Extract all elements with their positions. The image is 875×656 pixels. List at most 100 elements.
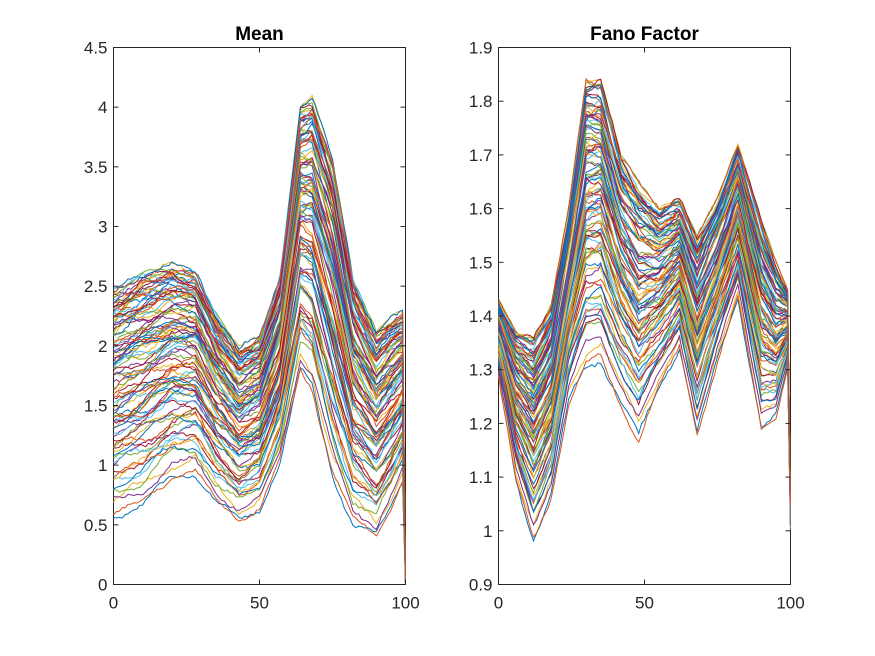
mean-y-tick-label: 4 xyxy=(98,98,107,117)
fano-series-line xyxy=(498,159,791,511)
fano-series-line xyxy=(498,138,791,510)
mean-y-tick-label: 2 xyxy=(98,337,107,356)
fano-series-group xyxy=(498,77,791,543)
mean-y-tick-label: 3 xyxy=(98,218,107,237)
fano-series-line xyxy=(498,103,791,506)
fano-y-tick-label: 1.5 xyxy=(469,253,493,272)
mean-series-line xyxy=(113,318,406,583)
fano-series-line xyxy=(498,132,791,510)
mean-series-line xyxy=(113,187,406,581)
mean-x-tick-label: 0 xyxy=(109,594,118,613)
fano-series-line xyxy=(498,84,791,505)
mean-series-group xyxy=(113,94,406,585)
fano-series-line xyxy=(498,125,791,508)
fano-y-tick-label: 1.9 xyxy=(469,39,493,58)
mean-y-tick-label: 2.5 xyxy=(84,277,108,296)
mean-panel: 0 50 100 0 0.5 1 1.5 2 2.5 3 3.5 4 4.5 Mean xyxy=(84,24,420,613)
mean-series-line xyxy=(113,252,406,582)
mean-series-line xyxy=(113,282,406,583)
mean-series-line xyxy=(113,302,406,583)
fano-series-line xyxy=(498,142,791,509)
mean-series-line xyxy=(113,359,406,584)
mean-series-line xyxy=(113,236,406,582)
fano-y-tick-label: 1.1 xyxy=(469,468,493,487)
mean-x-tick-label: 100 xyxy=(391,594,419,613)
mean-series-line xyxy=(113,94,406,579)
mean-series-line xyxy=(113,214,406,581)
mean-series-line xyxy=(113,203,406,581)
fano-series-line xyxy=(498,261,791,524)
mean-series-line xyxy=(113,251,406,583)
mean-series-line xyxy=(113,366,406,585)
fano-series-line xyxy=(498,290,791,528)
mean-series-line xyxy=(113,138,406,580)
fano-series-line xyxy=(498,255,791,523)
mean-series-line xyxy=(113,206,406,581)
mean-series-line xyxy=(113,318,406,584)
mean-series-line xyxy=(113,366,406,585)
fano-series-line xyxy=(498,271,791,524)
fano-x-tick-label: 100 xyxy=(776,594,804,613)
fano-series-line xyxy=(498,197,791,515)
fano-series-line xyxy=(498,209,791,516)
mean-series-line xyxy=(113,133,406,580)
fano-series-line xyxy=(498,243,791,521)
mean-series-line xyxy=(113,266,406,582)
fano-y-tick-label: 1.2 xyxy=(469,414,493,433)
mean-series-line xyxy=(113,112,406,579)
mean-series-line xyxy=(113,204,406,581)
fano-y-tick-label: 1.6 xyxy=(469,200,493,219)
mean-y-tick-label: 0 xyxy=(98,576,107,595)
fano-y-tick-label: 1 xyxy=(483,522,492,541)
fano-y-tick-label: 1.7 xyxy=(469,146,493,165)
fano-series-line xyxy=(498,297,791,543)
fano-series-line xyxy=(498,94,791,506)
fano-factor-panel: 0 50 100 0.9 1 1.1 1.2 1.3 1.4 1.5 1.6 1.7 1.8 1.9 Fa… xyxy=(469,24,805,613)
mean-series-line xyxy=(113,251,406,582)
fano-series-line xyxy=(498,236,791,520)
fano-series-line xyxy=(498,188,791,514)
mean-series-line xyxy=(113,155,406,580)
fano-y-tick-label: 1.4 xyxy=(469,307,493,326)
mean-y-tick-label: 4.5 xyxy=(84,39,108,58)
fano-series-line xyxy=(498,295,791,539)
fano-y-tick-label: 1.3 xyxy=(469,361,493,380)
fano-series-line xyxy=(498,267,791,525)
mean-series-line xyxy=(113,270,406,583)
fano-y-tick-label: 0.9 xyxy=(469,576,493,595)
mean-series-line xyxy=(113,352,406,584)
fano-series-line xyxy=(498,282,791,528)
mean-series-line xyxy=(113,223,406,581)
mean-y-tick-label: 1.5 xyxy=(84,397,108,416)
fano-series-line xyxy=(498,176,791,512)
fano-x-tick-label: 0 xyxy=(494,594,503,613)
mean-series-line xyxy=(113,311,406,583)
mean-series-line xyxy=(113,341,406,584)
mean-series-line xyxy=(113,220,406,582)
mean-title: Mean xyxy=(235,24,284,45)
fano-x-tick-label: 50 xyxy=(635,594,654,613)
mean-series-line xyxy=(113,269,406,583)
fano-y-tick-label: 1.8 xyxy=(469,92,493,111)
mean-series-line xyxy=(113,284,406,583)
mean-y-tick-label: 1 xyxy=(98,456,107,475)
mean-series-line xyxy=(113,177,406,581)
mean-series-line xyxy=(113,114,406,579)
mean-series-line xyxy=(113,182,406,580)
fano-series-line xyxy=(498,79,791,506)
fano-series-line xyxy=(498,263,791,524)
mean-series-line xyxy=(113,112,406,579)
fano-series-line xyxy=(498,77,791,505)
fano-series-line xyxy=(498,227,791,517)
mean-series-line xyxy=(113,316,406,584)
mean-y-tick-label: 3.5 xyxy=(84,158,108,177)
mean-series-line xyxy=(113,326,406,584)
fano-axis-ticks: 0 50 100 0.9 1 1.1 1.2 1.3 1.4 1.5 1.6 1.7 1.8 1.9 xyxy=(469,39,805,613)
mean-series-line xyxy=(113,104,406,579)
mean-axis-ticks: 0 50 100 0 0.5 1 1.5 2 2.5 3 3.5 4 4.5 xyxy=(84,39,420,613)
mean-x-tick-label: 50 xyxy=(250,594,269,613)
mean-series-line xyxy=(113,133,406,580)
fano-title: Fano Factor xyxy=(590,24,699,45)
mean-y-tick-label: 0.5 xyxy=(84,516,108,535)
